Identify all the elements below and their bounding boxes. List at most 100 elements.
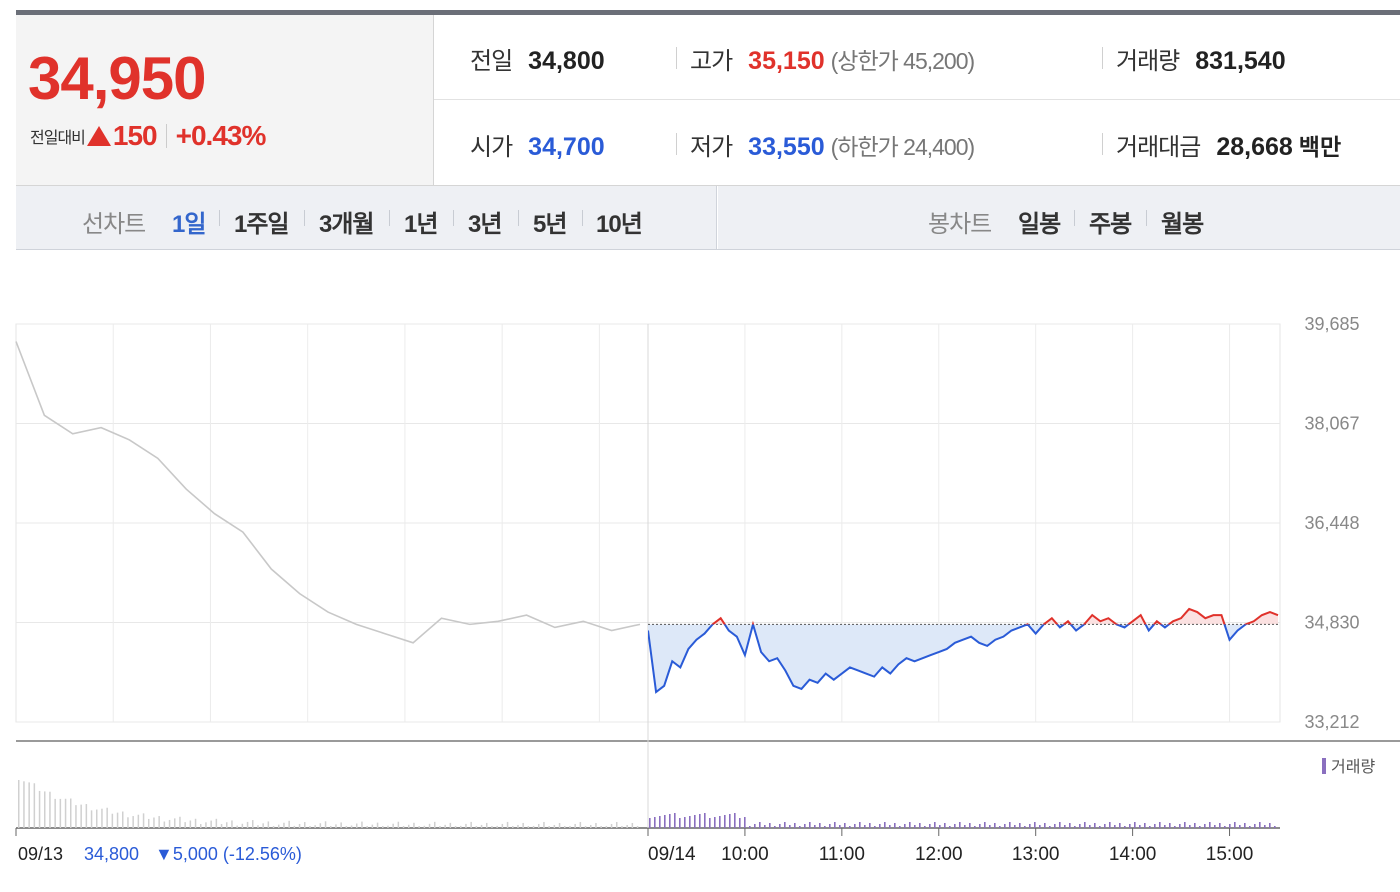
volume-bar — [382, 826, 384, 828]
volume-bar — [1094, 823, 1096, 828]
volume-bar — [884, 822, 886, 828]
volume-bar — [366, 826, 368, 828]
volume-bar — [335, 824, 337, 828]
volume-bar — [704, 813, 706, 828]
price-summary: 34,950 전일대비 150 +0.43% — [16, 15, 434, 186]
volume-bar — [376, 822, 379, 828]
volume-bar — [475, 826, 478, 828]
volume-bar — [111, 813, 114, 828]
low-price: 저가 33,550 (하한가 24,400) — [690, 127, 975, 162]
volume-bar — [1079, 824, 1081, 828]
volume-bar — [252, 820, 254, 828]
change-label: 전일대비 — [30, 130, 86, 147]
volume-bar — [1109, 822, 1111, 828]
volume-bar — [679, 818, 681, 828]
volume-bar — [1074, 826, 1076, 828]
high-label: 고가 — [690, 48, 733, 75]
volume-bar — [158, 816, 160, 828]
volume-bar — [1149, 826, 1151, 828]
open-value: 34,700 — [528, 133, 605, 161]
tab-candle-weekly[interactable]: 주봉 — [1089, 211, 1132, 238]
tab-period-1w[interactable]: 1주일 — [234, 211, 290, 238]
volume-bar — [1214, 825, 1216, 828]
volume-bar — [744, 817, 746, 828]
quote-row-2: 시가 34,700 저가 33,550 (하한가 24,400) 거래대금 28… — [434, 101, 1400, 186]
tab-period-3m[interactable]: 3개월 — [319, 211, 375, 238]
volume-bar — [293, 825, 296, 828]
volume-bar — [220, 824, 223, 828]
volume-bar — [844, 823, 846, 828]
volume-bar — [874, 826, 876, 828]
volume-bar — [779, 824, 781, 828]
volume-bar — [789, 825, 791, 828]
tab-period-3y[interactable]: 3년 — [468, 211, 502, 238]
x-tick-label: 10:00 — [721, 844, 769, 865]
volume-bar — [28, 782, 30, 828]
volume-bar — [1129, 824, 1131, 828]
volume-bar — [465, 823, 467, 828]
tab-period-1y[interactable]: 1년 — [404, 211, 438, 238]
volume-bar — [1234, 822, 1236, 828]
tab-period-10y[interactable]: 10년 — [596, 211, 643, 238]
volume-bar — [1264, 825, 1266, 828]
volume-bar — [127, 817, 129, 828]
volume-bar — [739, 818, 741, 828]
volume-bar — [538, 823, 540, 828]
volume-bar — [654, 817, 656, 828]
volume-bar — [1119, 823, 1121, 828]
volume-bar — [1049, 826, 1051, 828]
above-reference-fill — [712, 608, 1278, 625]
volume-bar — [1054, 824, 1056, 828]
volume-bar — [392, 823, 394, 828]
high-value: 35,150 — [748, 47, 825, 75]
volume-bar — [1169, 823, 1171, 828]
volume-bar — [1024, 826, 1026, 828]
y-tick-label: 36,448 — [1304, 513, 1359, 533]
volume-bar — [1089, 825, 1091, 828]
volume-bar — [460, 825, 462, 828]
volume-bar — [54, 798, 56, 828]
volume-bar — [142, 813, 145, 828]
chart-tab-bar: 선차트 1일 1주일 3개월 1년 3년 5년 10년 봉차트 일봉 주봉 월봉 — [16, 186, 1400, 250]
candle-chart-label: 봉차트 — [928, 211, 992, 238]
volume-bar — [1044, 823, 1046, 828]
volume-bar — [1059, 822, 1061, 828]
volume-bar — [153, 817, 155, 828]
volume-bar — [616, 821, 618, 828]
volume-bar — [669, 814, 671, 828]
volume-bar — [38, 790, 41, 828]
upper-limit: (상한가 45,200) — [830, 48, 976, 74]
volume-bar — [413, 822, 415, 828]
volume-bar — [434, 821, 436, 828]
volume-bar — [49, 791, 51, 828]
line-chart-label: 선차트 — [82, 211, 146, 238]
volume-bar — [1184, 822, 1186, 828]
volume-bar — [449, 822, 452, 828]
divider — [676, 133, 677, 155]
volume-bar — [200, 824, 202, 828]
prev-close: 전일 34,800 — [470, 41, 605, 76]
tab-period-5y[interactable]: 5년 — [533, 211, 567, 238]
volume-bar — [330, 826, 332, 828]
volume-bar — [1144, 823, 1146, 828]
volume-bar — [184, 822, 186, 828]
prev-day-series — [15, 341, 641, 644]
tab-period-1d[interactable]: 1일 — [172, 211, 206, 238]
volume-bar — [834, 822, 836, 828]
volume-bar — [754, 824, 756, 828]
tab-candle-daily[interactable]: 일봉 — [1018, 211, 1061, 238]
divider — [518, 210, 519, 226]
volume-bar — [659, 816, 661, 828]
volume-bar — [859, 822, 861, 828]
volume-bar — [174, 818, 176, 828]
volume-bar — [974, 826, 976, 828]
open-label: 시가 — [470, 134, 513, 161]
volume-bar — [85, 804, 88, 828]
volume-bar — [236, 825, 238, 828]
tab-candle-monthly[interactable]: 월봉 — [1161, 211, 1204, 238]
volume-bar — [649, 818, 651, 828]
volume-legend-swatch — [1322, 758, 1326, 774]
prev-day-line — [15, 341, 641, 644]
volume-bar — [454, 826, 457, 828]
volume-bar — [994, 823, 996, 828]
